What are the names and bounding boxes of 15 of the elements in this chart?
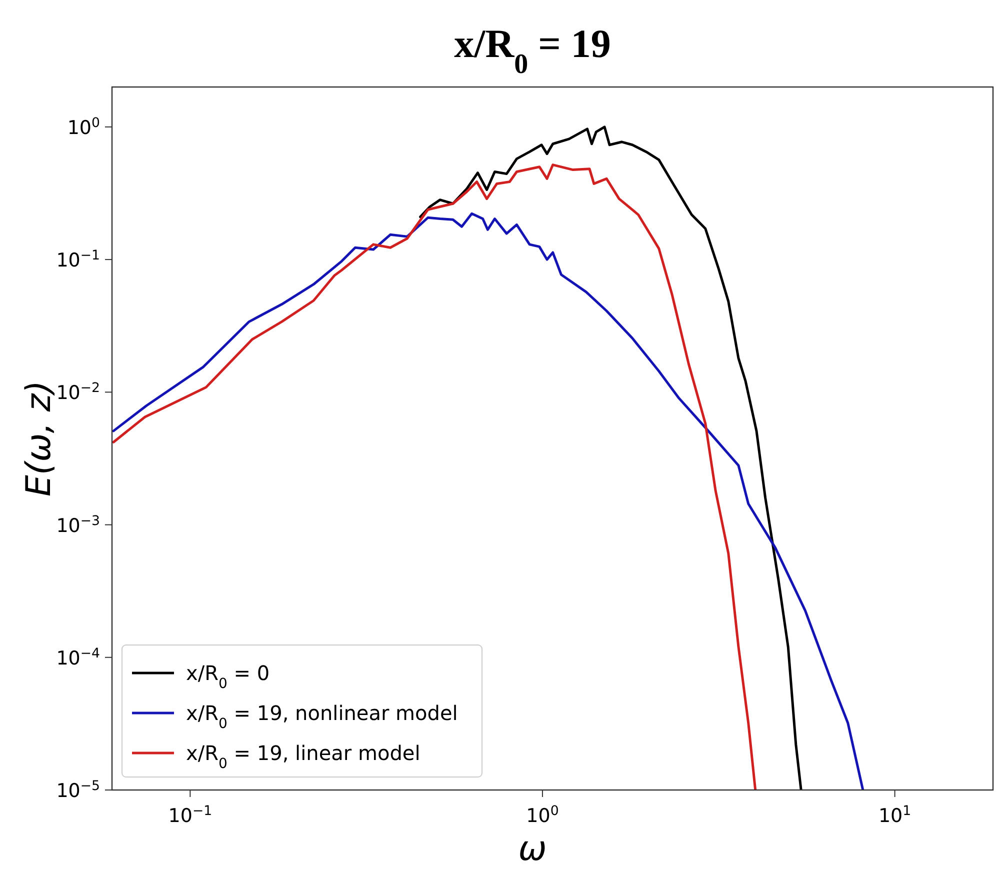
y-tick-label: 10$^{−5}$ (56, 778, 100, 802)
legend-label: x/R$_{0}$ = 0 (186, 661, 270, 692)
legend-label: x/R$_{0}$ = 19, linear model (186, 741, 420, 772)
x-tick-label: 10$^{0}$ (526, 804, 559, 827)
y-tick-label: 10$^{−2}$ (56, 380, 100, 404)
legend-label: x/R$_{0}$ = 19, nonlinear model (186, 701, 458, 732)
chart-title: x/R$_{0}$ = 19 (454, 21, 611, 80)
x-axis-title: ω (518, 829, 547, 869)
y-tick-label: 10$^{0}$ (67, 115, 100, 139)
y-tick-label: 10$^{−1}$ (56, 248, 100, 272)
y-tick-label: 10$^{−4}$ (56, 646, 100, 670)
y-axis-title: E(ω, z) (19, 380, 59, 496)
y-tick-label: 10$^{−3}$ (56, 513, 100, 537)
x-tick-label: 10$^{−1}$ (168, 804, 212, 827)
x-tick-label: 10$^{1}$ (878, 804, 912, 827)
